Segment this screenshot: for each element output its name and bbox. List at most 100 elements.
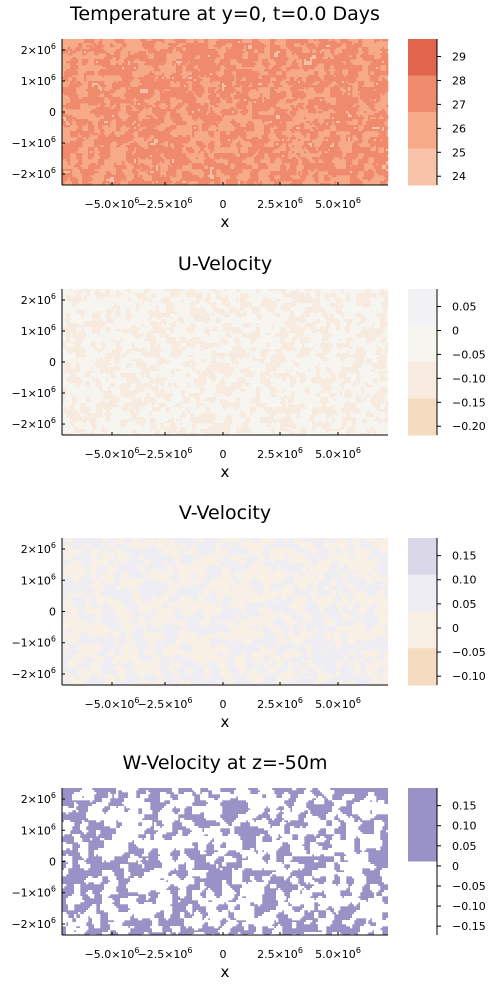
heatmap-cell — [186, 89, 188, 91]
heatmap-cell — [260, 83, 262, 85]
heatmap-cell — [68, 105, 70, 107]
heatmap-cell — [386, 83, 388, 85]
heatmap-cell — [154, 67, 156, 69]
heatmap-cell — [360, 81, 362, 83]
heatmap-cell — [328, 141, 330, 143]
heatmap-cell — [162, 41, 164, 43]
heatmap-cell — [266, 135, 268, 137]
heatmap-cell — [350, 43, 352, 45]
heatmap-cell — [212, 53, 214, 55]
heatmap-cell — [320, 129, 322, 131]
heatmap-cell — [300, 123, 302, 125]
heatmap-cell — [162, 59, 164, 61]
heatmap-cell — [242, 129, 244, 131]
heatmap-cell — [358, 87, 360, 89]
heatmap-cell — [340, 75, 342, 77]
heatmap-cell — [114, 117, 116, 119]
heatmap-cell — [192, 65, 194, 67]
heatmap-cell — [162, 53, 164, 55]
heatmap-cell — [356, 69, 358, 71]
heatmap-cell — [198, 91, 200, 93]
heatmap-cell — [302, 59, 304, 61]
heatmap-cell — [216, 45, 218, 47]
heatmap-cell — [138, 93, 140, 95]
heatmap-cell — [276, 111, 278, 113]
heatmap-cell — [158, 103, 160, 105]
heatmap-cell — [114, 39, 116, 41]
heatmap-cell — [346, 101, 348, 103]
heatmap-cell — [80, 137, 82, 139]
heatmap-cell — [106, 119, 108, 121]
heatmap-cell — [310, 49, 312, 51]
heatmap-cell — [296, 93, 298, 95]
heatmap-cell — [286, 143, 288, 145]
heatmap-cell — [344, 95, 346, 97]
heatmap-cell — [150, 141, 152, 143]
heatmap-cell — [96, 111, 98, 113]
heatmap-cell — [96, 63, 98, 65]
heatmap-cell — [350, 115, 352, 117]
heatmap-cell — [382, 63, 384, 65]
heatmap-cell — [172, 61, 174, 63]
heatmap-cell — [328, 103, 330, 105]
heatmap-cell — [334, 135, 336, 137]
heatmap-cell — [320, 97, 322, 99]
heatmap-cell — [342, 55, 344, 57]
heatmap-cell — [198, 89, 200, 91]
heatmap-cell — [278, 99, 280, 101]
heatmap-cell — [340, 103, 342, 105]
heatmap-cell — [242, 73, 244, 75]
heatmap-cell — [376, 81, 378, 83]
heatmap-cell — [384, 139, 386, 141]
heatmap-cell — [310, 83, 312, 85]
heatmap-cell — [222, 115, 224, 117]
heatmap-cell — [282, 113, 284, 115]
heatmap-cell — [266, 81, 268, 83]
heatmap-cell — [168, 93, 170, 95]
heatmap-cell — [104, 143, 106, 145]
heatmap-cell — [136, 91, 138, 93]
heatmap-cell — [224, 77, 226, 79]
heatmap-cell — [74, 93, 76, 95]
heatmap-cell — [350, 107, 352, 109]
heatmap-cell — [312, 47, 314, 49]
heatmap-cell — [310, 81, 312, 83]
heatmap-cell — [252, 85, 254, 87]
heatmap-cell — [182, 57, 184, 59]
heatmap-cell — [308, 99, 310, 101]
heatmap-cell — [304, 133, 306, 135]
heatmap-cell — [232, 55, 234, 57]
heatmap-cell — [196, 73, 198, 75]
heatmap-cell — [102, 65, 104, 67]
heatmap-cell — [278, 81, 280, 83]
heatmap-cell — [250, 51, 252, 53]
heatmap-cell — [180, 91, 182, 93]
heatmap-cell — [106, 111, 108, 113]
heatmap-cell — [132, 77, 134, 79]
heatmap-cell — [70, 135, 72, 137]
heatmap-cell — [130, 109, 132, 111]
heatmap-cell — [354, 97, 356, 99]
heatmap-cell — [384, 113, 386, 115]
heatmap-cell — [148, 119, 150, 121]
heatmap-cell — [204, 109, 206, 111]
heatmap-cell — [80, 119, 82, 121]
heatmap-cell — [182, 41, 184, 43]
heatmap-cell — [232, 135, 234, 137]
heatmap-cell — [254, 111, 256, 113]
heatmap-cell — [366, 57, 368, 59]
heatmap-cell — [280, 109, 282, 111]
heatmap-cell — [78, 129, 80, 131]
heatmap-cell — [272, 47, 274, 49]
heatmap-cell — [120, 123, 122, 125]
heatmap-cell — [244, 69, 246, 71]
heatmap-cell — [232, 43, 234, 45]
heatmap-cell — [292, 91, 294, 93]
heatmap-cell — [292, 77, 294, 79]
heatmap-cell — [82, 51, 84, 53]
heatmap-cell — [246, 125, 248, 127]
heatmap-cell — [66, 79, 68, 81]
heatmap-cell — [298, 83, 300, 85]
heatmap-cell — [96, 95, 98, 97]
heatmap-cell — [138, 135, 140, 137]
